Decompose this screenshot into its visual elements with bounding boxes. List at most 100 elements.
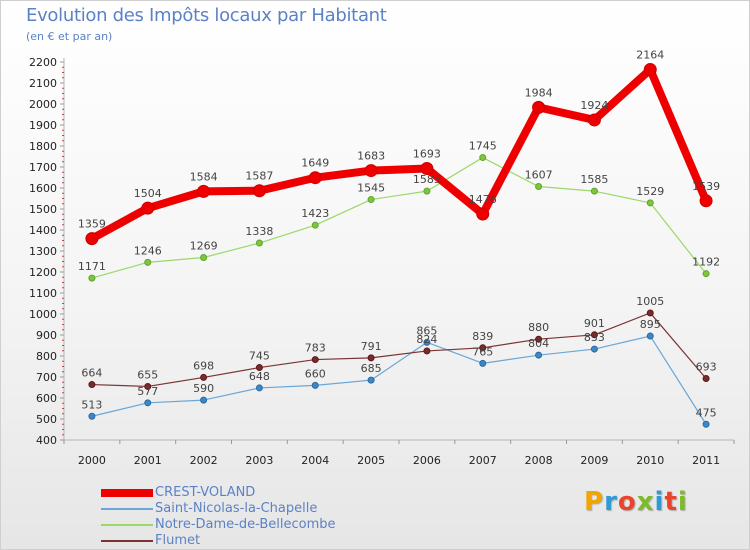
data-label: 1584 <box>190 170 218 183</box>
data-point <box>702 374 710 382</box>
data-point <box>535 351 543 359</box>
data-label: 833 <box>584 331 605 344</box>
y-tick-label: 1100 <box>29 287 57 300</box>
y-tick-label: 1600 <box>29 182 57 195</box>
data-label: 1246 <box>134 244 162 257</box>
series-line <box>91 312 707 388</box>
legend-label: Saint-Nicolas-la-Chapelle <box>155 501 318 516</box>
data-point <box>311 381 319 389</box>
logo-letter: x <box>636 487 655 517</box>
series-flumet <box>88 309 710 390</box>
data-label: 1745 <box>469 140 497 153</box>
data-point <box>423 338 431 346</box>
data-point <box>587 113 601 127</box>
data-point <box>255 239 263 247</box>
data-point <box>200 254 208 262</box>
y-tick-label: 600 <box>36 392 57 405</box>
data-label: 1338 <box>245 225 273 238</box>
data-point <box>367 354 375 362</box>
y-tick-label: 500 <box>36 413 57 426</box>
series-line <box>91 335 707 425</box>
data-point <box>85 232 99 246</box>
legend-label: CREST-VOLAND <box>155 485 256 500</box>
series-saint-nicolas-la-chapelle <box>88 332 710 428</box>
data-point <box>197 184 211 198</box>
data-point <box>646 332 654 340</box>
logo-letter: P <box>584 487 605 517</box>
logo-letter: t <box>664 487 678 517</box>
data-label: 1359 <box>78 218 106 231</box>
data-label: 590 <box>193 382 214 395</box>
data-point <box>535 335 543 343</box>
data-point <box>699 194 713 208</box>
data-label: 1693 <box>413 147 441 160</box>
data-label: 765 <box>472 345 493 358</box>
data-point <box>420 161 434 175</box>
y-tick-label: 1000 <box>29 308 57 321</box>
y-tick-label: 2100 <box>29 77 57 90</box>
data-point <box>255 384 263 392</box>
data-label: 1587 <box>245 170 273 183</box>
x-tick-label: 2008 <box>525 454 553 467</box>
data-label: 513 <box>81 398 102 411</box>
y-tick-label: 1500 <box>29 203 57 216</box>
x-tick-label: 2009 <box>580 454 608 467</box>
data-point <box>141 201 155 215</box>
data-point <box>144 399 152 407</box>
data-point <box>367 376 375 384</box>
data-label: 839 <box>472 330 493 343</box>
data-point <box>702 420 710 428</box>
x-tick-label: 2004 <box>301 454 329 467</box>
data-label: 1423 <box>301 207 329 220</box>
legend-label: Flumet <box>155 533 201 548</box>
legend-swatch <box>101 540 153 542</box>
data-label: 824 <box>416 333 437 346</box>
series-line <box>91 156 707 279</box>
chart-subtitle: (en € et par an) <box>26 30 113 43</box>
x-tick-label: 2010 <box>636 454 664 467</box>
y-tick-label: 1300 <box>29 245 57 258</box>
data-label: 865 <box>416 324 437 337</box>
data-label: 1269 <box>190 240 218 253</box>
data-point <box>532 100 546 114</box>
logo-letter: i <box>677 487 688 517</box>
data-label: 693 <box>696 360 717 373</box>
data-label: 804 <box>528 337 549 350</box>
data-point <box>311 356 319 364</box>
series-notre-dame-de-bellecombe <box>88 154 710 282</box>
data-label: 1924 <box>580 99 608 112</box>
data-label: 1545 <box>357 182 385 195</box>
data-label: 475 <box>696 406 717 419</box>
y-tick-label: 800 <box>36 350 57 363</box>
y-tick-label: 2200 <box>29 56 57 69</box>
data-label: 791 <box>361 340 382 353</box>
data-point <box>200 373 208 381</box>
data-label: 685 <box>361 362 382 375</box>
x-tick-label: 2000 <box>78 454 106 467</box>
data-point <box>423 187 431 195</box>
logo-letter: o <box>617 487 637 517</box>
legend-swatch <box>101 508 153 510</box>
data-label: 901 <box>584 317 605 330</box>
data-point <box>364 164 378 178</box>
data-point <box>144 258 152 266</box>
y-tick-label: 700 <box>36 371 57 384</box>
data-point <box>255 364 263 372</box>
y-tick-label: 1800 <box>29 140 57 153</box>
logo-letter: r <box>604 487 618 517</box>
proxiti-logo: Proxiti <box>584 487 688 517</box>
chart-title: Evolution des Impôts locaux par Habitant <box>26 5 387 26</box>
data-label: 1504 <box>134 187 162 200</box>
data-point <box>646 309 654 317</box>
data-point <box>646 199 654 207</box>
data-point <box>367 196 375 204</box>
data-label: 2164 <box>636 49 664 62</box>
data-label: 783 <box>305 342 326 355</box>
data-point <box>88 381 96 389</box>
legend-swatch <box>101 489 153 497</box>
logo-letter: i <box>654 487 665 517</box>
data-label: 698 <box>193 359 214 372</box>
data-label: 1476 <box>469 193 497 206</box>
x-tick-label: 2005 <box>357 454 385 467</box>
legend-label: Notre-Dame-de-Bellecombe <box>155 517 336 532</box>
